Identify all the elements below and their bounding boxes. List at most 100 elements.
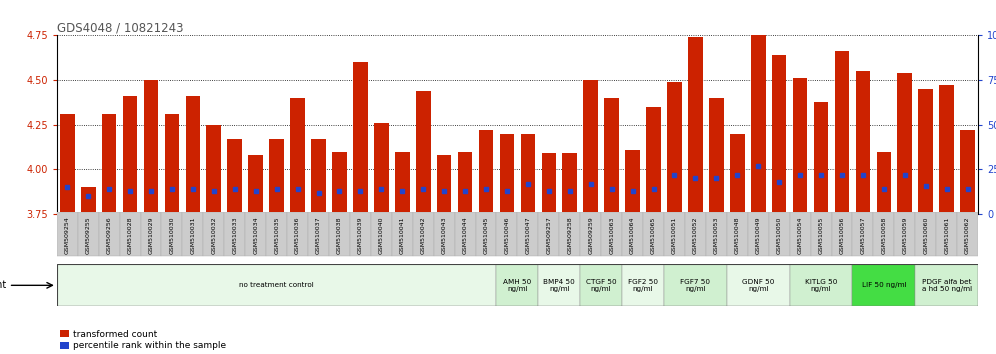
Bar bbox=[290, 98, 305, 214]
Text: GSM510051: GSM510051 bbox=[672, 217, 677, 254]
Bar bbox=[811, 212, 832, 256]
Bar bbox=[560, 212, 581, 256]
Text: GSM510041: GSM510041 bbox=[399, 217, 404, 254]
Text: GSM510043: GSM510043 bbox=[441, 217, 446, 254]
Bar bbox=[643, 212, 664, 256]
Bar bbox=[308, 212, 329, 256]
Bar bbox=[143, 80, 158, 214]
Bar bbox=[936, 212, 957, 256]
Bar bbox=[120, 212, 140, 256]
Text: GSM510054: GSM510054 bbox=[798, 217, 803, 254]
Bar bbox=[664, 264, 727, 306]
Text: GSM510063: GSM510063 bbox=[610, 217, 615, 254]
Text: GSM510065: GSM510065 bbox=[651, 217, 656, 254]
Text: FGF7 50
ng/ml: FGF7 50 ng/ml bbox=[680, 279, 710, 292]
Bar bbox=[622, 212, 643, 256]
Text: KITLG 50
ng/ml: KITLG 50 ng/ml bbox=[805, 279, 838, 292]
Text: GSM510059: GSM510059 bbox=[902, 217, 907, 254]
Bar bbox=[835, 51, 850, 214]
Bar bbox=[563, 153, 577, 214]
Bar bbox=[350, 212, 371, 256]
Text: BMP4 50
ng/ml: BMP4 50 ng/ml bbox=[544, 279, 575, 292]
Bar bbox=[706, 212, 727, 256]
Text: GSM510046: GSM510046 bbox=[504, 217, 509, 254]
Bar bbox=[371, 212, 391, 256]
Bar bbox=[856, 71, 871, 214]
Bar bbox=[814, 102, 829, 214]
Text: GSM509255: GSM509255 bbox=[86, 217, 91, 254]
Bar bbox=[957, 212, 978, 256]
Bar bbox=[625, 150, 639, 214]
Text: GSM510062: GSM510062 bbox=[965, 217, 970, 254]
Text: GSM510047: GSM510047 bbox=[526, 217, 531, 254]
Text: GSM510033: GSM510033 bbox=[232, 217, 237, 254]
Bar bbox=[123, 96, 137, 214]
Bar bbox=[182, 212, 203, 256]
Text: GSM510064: GSM510064 bbox=[630, 217, 635, 254]
Bar bbox=[161, 212, 182, 256]
Bar bbox=[685, 212, 706, 256]
Bar bbox=[60, 114, 75, 214]
Bar bbox=[915, 264, 978, 306]
Bar bbox=[622, 264, 664, 306]
Text: GSM510049: GSM510049 bbox=[756, 217, 761, 254]
Text: LIF 50 ng/ml: LIF 50 ng/ml bbox=[862, 282, 906, 288]
Text: GSM510031: GSM510031 bbox=[190, 217, 195, 254]
Bar bbox=[287, 212, 308, 256]
Legend: transformed count, percentile rank within the sample: transformed count, percentile rank withi… bbox=[57, 326, 230, 354]
Bar bbox=[581, 212, 602, 256]
Text: GSM510061: GSM510061 bbox=[944, 217, 949, 254]
Text: GSM509257: GSM509257 bbox=[547, 217, 552, 254]
Bar bbox=[102, 114, 117, 214]
Bar bbox=[897, 73, 912, 214]
Bar bbox=[245, 212, 266, 256]
Bar bbox=[329, 212, 350, 256]
Bar bbox=[832, 212, 853, 256]
Bar bbox=[539, 264, 581, 306]
Text: GSM510050: GSM510050 bbox=[777, 217, 782, 254]
Bar bbox=[500, 134, 514, 214]
Bar bbox=[266, 212, 287, 256]
Bar bbox=[227, 139, 242, 214]
Bar bbox=[876, 152, 891, 214]
Bar bbox=[437, 155, 451, 214]
Bar bbox=[873, 212, 894, 256]
Bar bbox=[81, 187, 96, 214]
Text: CTGF 50
ng/ml: CTGF 50 ng/ml bbox=[586, 279, 617, 292]
Bar bbox=[374, 123, 388, 214]
Text: GSM509259: GSM509259 bbox=[589, 217, 594, 254]
Bar bbox=[269, 139, 284, 214]
Text: GSM510055: GSM510055 bbox=[819, 217, 824, 254]
Bar bbox=[395, 152, 409, 214]
Text: GSM509256: GSM509256 bbox=[107, 217, 112, 254]
Bar bbox=[353, 62, 368, 214]
Text: GSM510058: GSM510058 bbox=[881, 217, 886, 254]
Bar bbox=[730, 134, 745, 214]
Bar bbox=[416, 91, 430, 214]
Bar bbox=[458, 152, 472, 214]
Text: GSM510028: GSM510028 bbox=[127, 217, 132, 254]
Text: GDNF 50
ng/ml: GDNF 50 ng/ml bbox=[742, 279, 775, 292]
Bar bbox=[496, 264, 539, 306]
Bar bbox=[918, 89, 933, 214]
Text: GSM510037: GSM510037 bbox=[316, 217, 321, 254]
Text: GSM510038: GSM510038 bbox=[337, 217, 342, 254]
Bar bbox=[78, 212, 99, 256]
Text: GSM510040: GSM510040 bbox=[378, 217, 383, 254]
Bar bbox=[99, 212, 120, 256]
Text: GSM510032: GSM510032 bbox=[211, 217, 216, 254]
Bar bbox=[542, 153, 556, 214]
Text: GSM510052: GSM510052 bbox=[693, 217, 698, 254]
Text: GSM510034: GSM510034 bbox=[253, 217, 258, 254]
Text: GSM510048: GSM510048 bbox=[735, 217, 740, 254]
Bar bbox=[646, 107, 661, 214]
Text: GSM509258: GSM509258 bbox=[568, 217, 573, 254]
Text: GSM510056: GSM510056 bbox=[840, 217, 845, 254]
Text: PDGF alfa bet
a hd 50 ng/ml: PDGF alfa bet a hd 50 ng/ml bbox=[921, 279, 972, 292]
Text: GSM510045: GSM510045 bbox=[483, 217, 488, 254]
Text: GSM509254: GSM509254 bbox=[65, 217, 70, 254]
Bar bbox=[433, 212, 454, 256]
Text: GSM510053: GSM510053 bbox=[714, 217, 719, 254]
Bar bbox=[203, 212, 224, 256]
Bar bbox=[748, 212, 769, 256]
